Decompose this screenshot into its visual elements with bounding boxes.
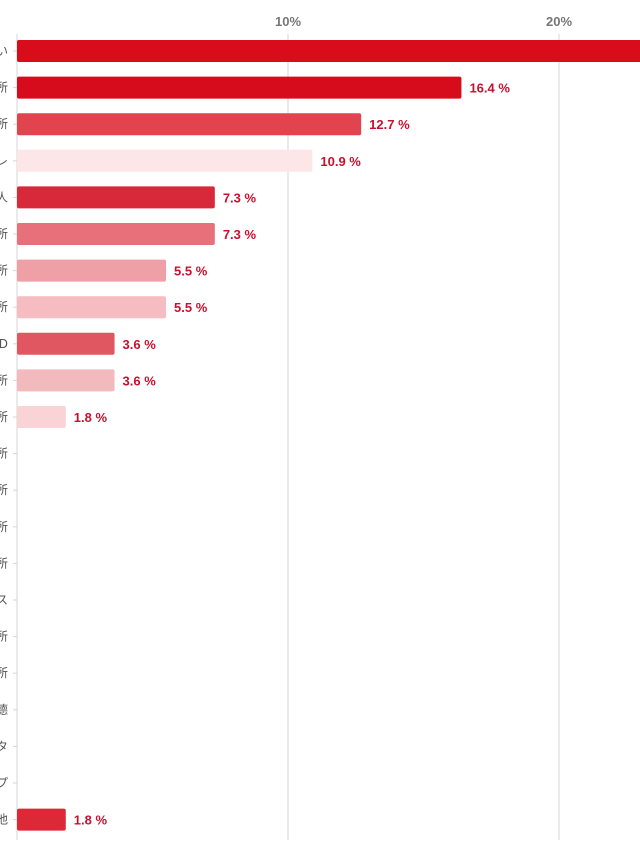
- category-label: 德: [0, 702, 8, 717]
- category-label: ス: [0, 593, 8, 607]
- value-label: 5.5 %: [174, 300, 208, 315]
- category-label: 所: [0, 373, 8, 387]
- bar: [17, 406, 66, 428]
- category-label: レ: [0, 154, 8, 168]
- category-label: プ: [0, 776, 8, 790]
- category-label: い: [0, 44, 8, 58]
- bar: [17, 332, 115, 355]
- category-label: D: [0, 337, 8, 351]
- bar: [17, 149, 313, 172]
- category-label: 所: [0, 630, 8, 644]
- bar: [17, 259, 167, 282]
- category-label: 所: [0, 483, 8, 497]
- value-label: 3.6 %: [123, 337, 157, 352]
- bar: [17, 296, 167, 319]
- category-label: 所: [0, 447, 8, 461]
- value-label: 16.4 %: [469, 81, 510, 96]
- category-label: 人: [0, 190, 8, 204]
- x-tick-label: 10%: [275, 14, 301, 29]
- bar: [17, 113, 362, 136]
- bar: [17, 808, 66, 831]
- category-label: 他: [0, 813, 8, 827]
- bar: [17, 186, 215, 209]
- value-label: 7.3 %: [223, 227, 257, 242]
- x-tick-label: 20%: [546, 14, 572, 29]
- category-label: 所: [0, 117, 8, 131]
- category-label: 所: [0, 520, 8, 534]
- category-label: 所: [0, 410, 8, 424]
- bar-layer: [17, 40, 640, 831]
- category-label: 所: [0, 264, 8, 278]
- value-label: 12.7 %: [369, 117, 410, 132]
- value-label: 7.3 %: [223, 190, 257, 205]
- bar: [17, 76, 462, 99]
- category-label: 所: [0, 556, 8, 570]
- label-layer: 10% 20% い所 16.4 % 所 12.7 % レ 10.9 % 人 7.3 % 所 7.3 %…: [0, 14, 572, 828]
- value-label: 10.9 %: [320, 154, 361, 169]
- bar: [17, 223, 215, 245]
- category-label: 所: [0, 300, 8, 314]
- category-label: 所: [0, 227, 8, 241]
- category-label: タ: [0, 739, 8, 753]
- bar: [17, 369, 115, 392]
- value-label: 5.5 %: [174, 264, 208, 279]
- bar: [17, 40, 640, 62]
- value-label: 3.6 %: [123, 373, 157, 388]
- value-label: 1.8 %: [74, 410, 108, 425]
- value-label: 1.8 %: [74, 813, 108, 828]
- category-label: 所: [0, 81, 8, 95]
- category-label: 所: [0, 666, 8, 680]
